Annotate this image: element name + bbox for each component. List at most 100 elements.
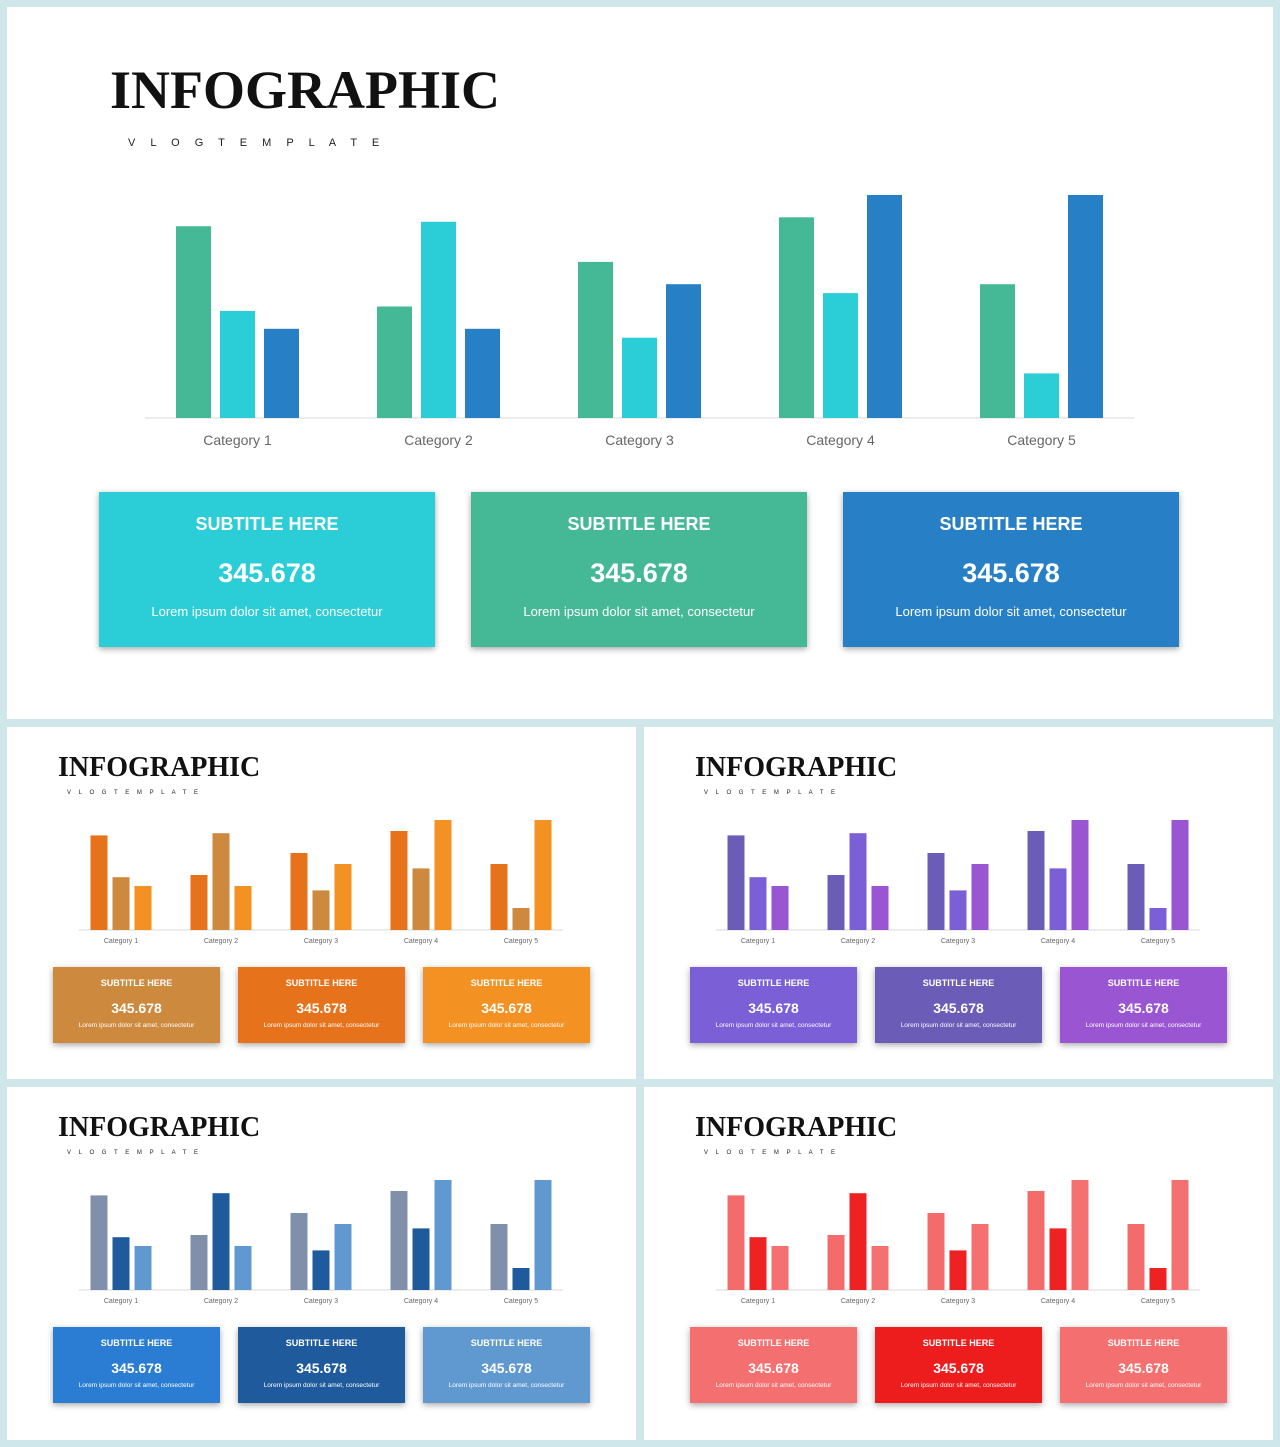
bar-5-3 <box>1171 820 1189 930</box>
card-subtitle: SUBTITLE HERE <box>737 1338 810 1348</box>
bar-1-2 <box>220 310 255 418</box>
category-label: Category 2 <box>204 1298 238 1305</box>
bar-5-2 <box>1024 373 1059 418</box>
bar-4-2 <box>412 1228 430 1290</box>
category-label: Category 1 <box>104 938 138 945</box>
card-value: 345.678 <box>933 1000 984 1016</box>
bar-3-1 <box>927 853 945 930</box>
bar-2-2 <box>421 221 456 418</box>
card-description: Lorem ipsum dolor sit amet, consectetur <box>523 604 755 619</box>
summary-card: SUBTITLE HERE 345.678 Lorem ipsum dolor si… <box>238 1327 405 1403</box>
card-description: Lorem ipsum dolor sit amet, consectetur <box>900 1382 1017 1389</box>
bar-2-3 <box>871 886 889 930</box>
card-description: Lorem ipsum dolor sit amet, consectetur <box>263 1022 380 1029</box>
summary-card: SUBTITLE HERE 345.678 Lorem ipsum dolor si… <box>690 967 857 1043</box>
card-value: 345.678 <box>1118 1360 1169 1376</box>
summary-card: SUBTITLE HERE 345.678 Lorem ipsum dolor si… <box>238 967 405 1043</box>
card-description: Lorem ipsum dolor sit amet, consectetur <box>78 1022 195 1029</box>
bar-3-3 <box>971 864 989 930</box>
bar-3-2 <box>622 337 657 418</box>
bar-2-3 <box>871 1246 889 1290</box>
card-subtitle: SUBTITLE HERE <box>1107 1338 1180 1348</box>
card-subtitle: SUBTITLE HERE <box>567 514 711 534</box>
category-label: Category 3 <box>941 1298 975 1305</box>
bar-5-3 <box>1068 195 1103 418</box>
summary-card: SUBTITLE HERE 345.678 Lorem ipsum dolor si… <box>875 967 1042 1043</box>
slide-subtitle: V L O G T E M P L A T E <box>704 1150 839 1156</box>
summary-card: SUBTITLE HERE 345.678 Lorem ipsum dolor si… <box>1060 967 1227 1043</box>
slide-subtitle: V L O G T E M P L A T E <box>67 790 202 796</box>
category-label: Category 5 <box>1141 1298 1175 1305</box>
bar-chart: Category 1 Category 2 Category 3 Category 4… <box>708 815 1208 955</box>
bar-3-3 <box>334 864 352 930</box>
bar-1-1 <box>727 835 745 930</box>
slide-title: INFOGRAPHIC <box>695 752 898 783</box>
slide-orange: INFOGRAPHIC V L O G T E M P L A T E Cate… <box>7 727 636 1079</box>
bar-chart: Category 1 Category 2 Category 3 Category 4… <box>71 815 571 955</box>
slide-main: INFOGRAPHIC V L O G T E M P L A T E Cate… <box>7 7 1273 719</box>
bar-1-2 <box>749 1237 767 1290</box>
slide-subtitle: V L O G T E M P L A T E <box>704 790 839 796</box>
card-subtitle: SUBTITLE HERE <box>922 1338 995 1348</box>
bar-2-1 <box>190 875 208 930</box>
card-description: Lorem ipsum dolor sit amet, consectetur <box>900 1022 1017 1029</box>
bar-1-3 <box>771 886 789 930</box>
bar-1-2 <box>112 877 130 930</box>
card-value: 345.678 <box>218 558 316 588</box>
summary-card: SUBTITLE HERE 345.678 Lorem ipsum dolor si… <box>99 492 435 647</box>
bar-4-3 <box>867 195 902 418</box>
card-subtitle: SUBTITLE HERE <box>285 978 358 988</box>
bar-4-3 <box>434 820 452 930</box>
bar-4-1 <box>390 831 408 930</box>
bar-5-2 <box>1149 908 1167 930</box>
category-label: Category 3 <box>941 938 975 945</box>
bar-4-2 <box>1049 1228 1067 1290</box>
slide-title: INFOGRAPHIC <box>110 60 500 120</box>
card-value: 345.678 <box>748 1000 799 1016</box>
card-description: Lorem ipsum dolor sit amet, consectetur <box>263 1382 380 1389</box>
category-label: Category 4 <box>1041 938 1075 945</box>
category-label: Category 2 <box>204 938 238 945</box>
bar-chart: Category 1 Category 2 Category 3 Category 4… <box>708 1175 1208 1315</box>
bar-1-2 <box>112 1237 130 1290</box>
bar-4-2 <box>1049 868 1067 930</box>
category-label: Category 3 <box>605 432 674 448</box>
bar-1-3 <box>771 1246 789 1290</box>
bar-3-2 <box>312 1250 330 1290</box>
slide-purple: INFOGRAPHIC V L O G T E M P L A T E Cate… <box>644 727 1273 1079</box>
bar-1-2 <box>749 877 767 930</box>
category-label: Category 1 <box>203 432 272 448</box>
category-label: Category 5 <box>1141 938 1175 945</box>
slide-red: INFOGRAPHIC V L O G T E M P L A T E Cate… <box>644 1087 1273 1440</box>
card-subtitle: SUBTITLE HERE <box>100 1338 173 1348</box>
bar-4-1 <box>1027 831 1045 930</box>
card-value: 345.678 <box>296 1000 347 1016</box>
bar-3-2 <box>312 890 330 930</box>
card-value: 345.678 <box>1118 1000 1169 1016</box>
card-description: Lorem ipsum dolor sit amet, consectetur <box>151 604 383 619</box>
bar-4-1 <box>779 217 814 418</box>
bar-2-2 <box>212 1193 230 1290</box>
card-value: 345.678 <box>933 1360 984 1376</box>
card-value: 345.678 <box>481 1000 532 1016</box>
category-label: Category 2 <box>404 432 473 448</box>
card-value: 345.678 <box>962 558 1060 588</box>
summary-card: SUBTITLE HERE 345.678 Lorem ipsum dolor si… <box>53 967 220 1043</box>
category-label: Category 2 <box>841 1298 875 1305</box>
card-subtitle: SUBTITLE HERE <box>939 514 1083 534</box>
bar-3-1 <box>290 853 308 930</box>
slide-title: INFOGRAPHIC <box>58 1112 261 1143</box>
slide-blue: INFOGRAPHIC V L O G T E M P L A T E Cate… <box>7 1087 636 1440</box>
category-label: Category 4 <box>1041 1298 1075 1305</box>
bar-4-2 <box>412 868 430 930</box>
category-label: Category 5 <box>504 938 538 945</box>
bar-1-3 <box>264 328 299 418</box>
category-label: Category 2 <box>841 938 875 945</box>
bar-1-3 <box>134 886 152 930</box>
card-value: 345.678 <box>748 1360 799 1376</box>
bar-1-1 <box>90 835 108 930</box>
bar-2-1 <box>827 875 845 930</box>
card-description: Lorem ipsum dolor sit amet, consectetur <box>1085 1382 1202 1389</box>
card-subtitle: SUBTITLE HERE <box>470 1338 543 1348</box>
bar-4-3 <box>434 1180 452 1290</box>
